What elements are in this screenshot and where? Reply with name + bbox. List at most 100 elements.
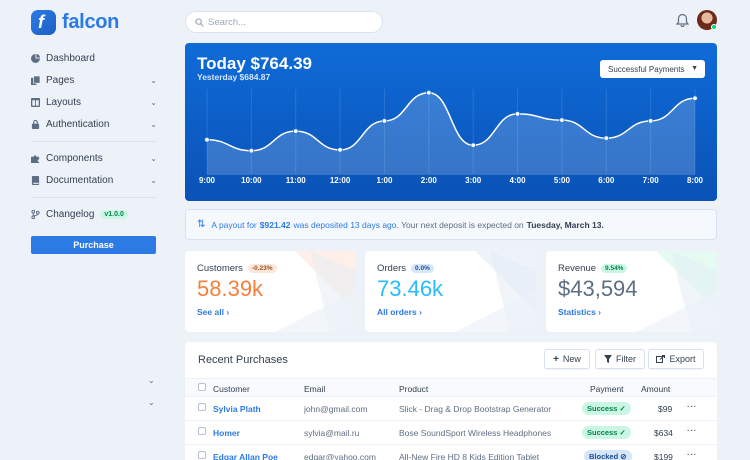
row-checkbox[interactable]: [198, 427, 206, 435]
x-tick-label: 9:00: [199, 176, 216, 185]
status-badge: Success ✓: [582, 402, 631, 415]
version-badge: v1.0.0: [100, 209, 128, 219]
purchase-button[interactable]: Purchase: [31, 236, 156, 254]
chart-point[interactable]: [293, 128, 299, 134]
lock-icon: [31, 119, 40, 129]
ban-icon: ⊘: [620, 452, 627, 460]
row-checkbox[interactable]: [198, 451, 206, 459]
status-badge: Success ✓: [582, 426, 631, 439]
select-all-checkbox[interactable]: [198, 383, 206, 391]
export-button[interactable]: Export: [648, 349, 704, 369]
check-icon: ✓: [619, 428, 626, 437]
revenue-yesterday: Yesterday $684.87: [197, 72, 271, 82]
more-actions-icon[interactable]: ···: [687, 449, 697, 459]
chart-point[interactable]: [426, 90, 432, 96]
chart-point[interactable]: [381, 118, 388, 124]
row-checkbox[interactable]: [198, 403, 206, 411]
chevron-right-icon: ›: [226, 307, 230, 317]
sidebar-item-authentication[interactable]: Authentication ⌄: [31, 113, 157, 135]
customer-link[interactable]: Sylvia Plath: [213, 404, 261, 414]
search-input[interactable]: [208, 16, 378, 28]
revenue-line-chart: 9:00 10:00 11:00 12:00 1:00 2:00 3:00 4:00 5:00 6…: [199, 89, 704, 185]
table-row: Sylvia Plath john@gmail.com Slick - Drag…: [185, 397, 717, 421]
payment-type-selected: Successful Payments: [608, 64, 685, 74]
card-decoration: [455, 251, 536, 332]
chart-point[interactable]: [559, 117, 565, 123]
payout-middle: was deposited 13 days ago: [293, 219, 397, 230]
chevron-down-icon[interactable]: ⌄: [148, 376, 155, 385]
x-tick-label: 6:00: [598, 176, 615, 185]
status-label: Blocked: [589, 452, 619, 460]
chart-point[interactable]: [470, 142, 476, 148]
chart-point[interactable]: [337, 147, 343, 153]
search-icon: [195, 17, 204, 27]
sidebar-item-pages[interactable]: Pages ⌄: [31, 69, 157, 91]
column-header-payment[interactable]: Payment: [590, 384, 624, 394]
sidebar-item-dashboard[interactable]: Dashboard: [31, 47, 157, 69]
amount-cell: $99: [658, 404, 673, 414]
status-label: Success: [587, 404, 618, 413]
stat-link-label: See all: [197, 307, 224, 317]
sidebar-item-label: Components: [46, 152, 103, 164]
chart-point[interactable]: [248, 148, 255, 154]
more-actions-icon[interactable]: ···: [687, 425, 697, 435]
chevron-right-icon: ›: [419, 307, 422, 317]
brand-logo[interactable]: f falcon: [31, 10, 119, 35]
code-branch-icon: [31, 209, 40, 219]
payout-alert: ⇅ A payout for $921.42 was deposited 13 …: [185, 209, 717, 240]
copy-icon: [31, 75, 40, 85]
next-deposit-date: Tuesday, March 13.: [526, 219, 604, 230]
x-tick-label: 10:00: [241, 176, 262, 185]
filter-button[interactable]: Filter: [595, 349, 645, 369]
more-actions-icon[interactable]: ···: [687, 401, 697, 411]
plus-icon: +: [553, 353, 559, 365]
chevron-down-icon[interactable]: ⌄: [148, 398, 155, 407]
search-box[interactable]: [185, 11, 383, 33]
check-icon: ✓: [619, 404, 626, 413]
sidebar-item-changelog[interactable]: Changelog v1.0.0: [31, 203, 157, 225]
section-title: Recent Purchases: [198, 354, 288, 366]
revenue-card: 9:00 10:00 11:00 12:00 1:00 2:00 3:00 4:00 5:00 6…: [185, 43, 717, 201]
x-tick-label: 7:00: [643, 176, 660, 185]
chart-point[interactable]: [692, 95, 698, 101]
chart-point[interactable]: [603, 135, 609, 141]
customer-link[interactable]: Edgar Allan Poe: [213, 452, 278, 460]
see-all-link[interactable]: See all ›: [197, 307, 229, 317]
chevron-down-icon: ▼: [691, 65, 698, 72]
sidebar-item-label: Pages: [46, 74, 75, 86]
table-row: Homer sylvia@mail.ru Bose SoundSport Wir…: [185, 421, 717, 445]
stat-value: $43,594: [558, 276, 638, 301]
column-header-email[interactable]: Email: [304, 384, 326, 394]
product-cell: Slick - Drag & Drop Bootstrap Generator: [399, 404, 552, 414]
payment-type-select[interactable]: Successful Payments ▼: [600, 60, 705, 78]
chart-point[interactable]: [514, 111, 521, 117]
chart-point[interactable]: [647, 118, 654, 124]
sidebar-item-layouts[interactable]: Layouts ⌄: [31, 91, 157, 113]
chart-point[interactable]: [204, 137, 210, 143]
all-orders-link[interactable]: All orders ›: [377, 307, 422, 317]
amount-cell: $199: [654, 452, 673, 460]
sidebar-item-components[interactable]: Components ⌄: [31, 147, 157, 169]
statistics-link[interactable]: Statistics ›: [558, 307, 601, 317]
sidebar-divider: [31, 141, 157, 142]
stat-badge: 9.54%: [601, 264, 628, 273]
stat-title: Revenue: [558, 263, 597, 274]
logo-letter: f: [38, 12, 44, 32]
column-header-amount[interactable]: Amount: [641, 384, 671, 394]
payout-amount: $921.42: [259, 219, 291, 230]
stat-link-label: All orders: [377, 307, 417, 317]
falcon-logo-icon: f: [31, 10, 56, 35]
sidebar-item-label: Layouts: [46, 96, 82, 108]
customer-link[interactable]: Homer: [213, 428, 240, 438]
export-label: Export: [669, 354, 696, 364]
column-header-product[interactable]: Product: [399, 384, 429, 394]
sidebar-item-label: Dashboard: [46, 52, 95, 64]
sidebar-item-documentation[interactable]: Documentation ⌄: [31, 169, 157, 191]
bell-icon[interactable]: [676, 13, 689, 27]
x-tick-label: 4:00: [510, 176, 527, 185]
status-label: Success: [587, 428, 618, 437]
new-button[interactable]: + New: [544, 349, 590, 369]
column-header-customer[interactable]: Customer: [213, 384, 250, 394]
columns-icon: [31, 97, 40, 107]
stat-badge: -0.23%: [247, 264, 277, 273]
